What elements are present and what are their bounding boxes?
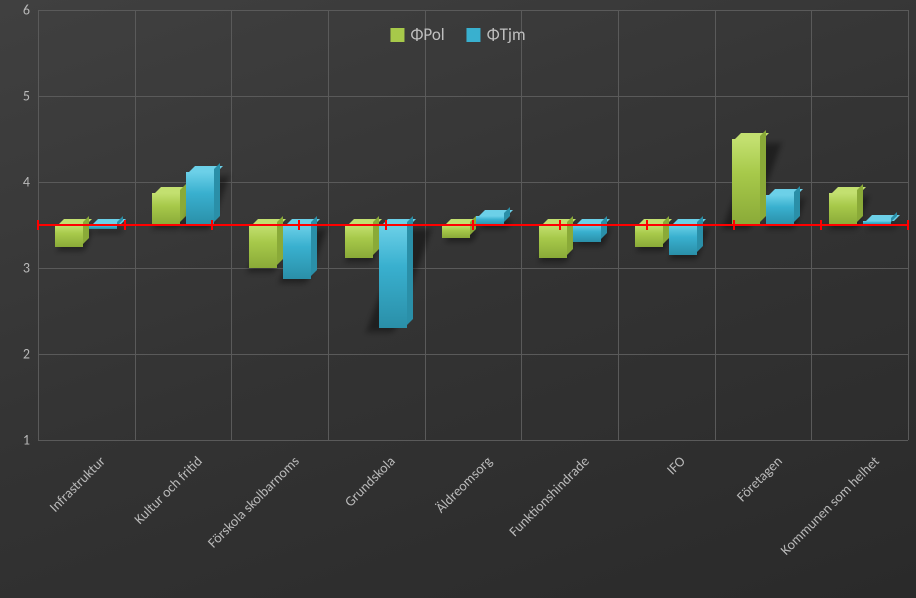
bar-tjm [669,225,697,255]
legend-label: ΦPol [410,24,444,45]
legend: ΦPol ΦTjm [390,24,525,45]
y-axis-label: 1 [0,432,30,449]
y-axis-label: 4 [0,174,30,191]
bar-tjm [283,225,311,279]
y-axis-label: 3 [0,260,30,277]
bar-pol [249,225,277,268]
bar-pol [635,225,663,247]
plot-area [38,10,908,440]
bar-pol [345,225,373,258]
bar-pol [152,193,180,225]
bar-tjm [573,225,601,242]
gridline-h [38,96,908,97]
bar-pol [55,225,83,247]
legend-swatch [390,28,404,42]
bar-pol [539,225,567,258]
y-axis-label: 6 [0,2,30,19]
y-axis-label: 5 [0,88,30,105]
legend-swatch [467,28,481,42]
bar-tjm [766,195,794,225]
bar-tjm [379,225,407,328]
gridline-h [38,182,908,183]
gridline-h [38,268,908,269]
legend-item: ΦTjm [467,24,526,45]
reference-line [38,224,908,226]
legend-item: ΦPol [390,24,444,45]
bar-shadow [95,229,125,233]
gridline-h [38,10,908,11]
gridline-h [38,354,908,355]
bar-tjm [186,172,214,225]
y-axis-label: 2 [0,346,30,363]
gridline-h [38,440,908,441]
bar-pol [829,193,857,225]
bar-pol [442,225,470,238]
bar-pol [732,139,760,225]
legend-label: ΦTjm [487,24,526,45]
